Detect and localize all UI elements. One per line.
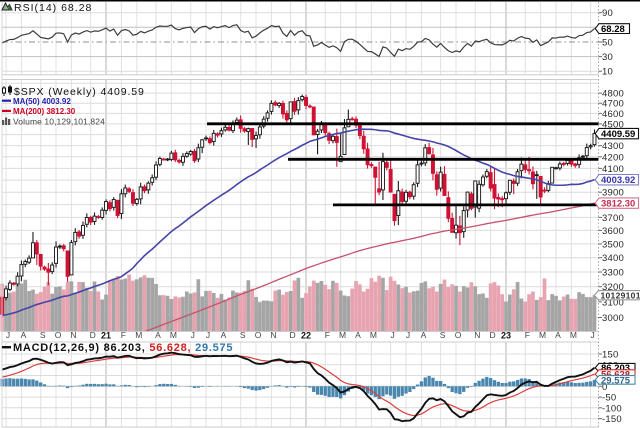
svg-text:3900: 3900 — [602, 188, 624, 199]
svg-text:22: 22 — [301, 330, 311, 340]
svg-text:10129101824: 10129101824 — [601, 291, 640, 301]
svg-text:3200: 3200 — [602, 282, 624, 293]
svg-text:30: 30 — [602, 52, 613, 63]
svg-text:4100: 4100 — [602, 164, 624, 175]
svg-text:A: A — [555, 330, 561, 340]
svg-text:3000: 3000 — [602, 313, 624, 324]
svg-text:J: J — [590, 330, 594, 340]
svg-text:29.575: 29.575 — [601, 375, 631, 386]
svg-text:D: D — [290, 330, 296, 340]
svg-text:S: S — [240, 330, 246, 340]
svg-text:N: N — [70, 330, 76, 340]
svg-text:O: O — [255, 330, 262, 340]
svg-text:-50: -50 — [602, 393, 616, 404]
svg-text:J: J — [390, 330, 394, 340]
svg-text:S: S — [440, 330, 446, 340]
svg-text:O: O — [55, 330, 62, 340]
svg-text:D: D — [490, 330, 496, 340]
svg-text:MA(200) 3812.30: MA(200) 3812.30 — [13, 107, 76, 116]
svg-text:RSI(14) 68.28: RSI(14) 68.28 — [14, 2, 92, 14]
svg-text:3400: 3400 — [602, 253, 624, 264]
svg-text:50: 50 — [602, 38, 613, 49]
svg-text:68.28: 68.28 — [601, 24, 625, 35]
svg-text:M: M — [170, 330, 177, 340]
svg-text:3300: 3300 — [602, 268, 624, 279]
svg-text:21: 21 — [101, 330, 111, 340]
svg-text:23: 23 — [501, 330, 511, 340]
svg-text:4003.92: 4003.92 — [601, 175, 635, 186]
svg-text:A: A — [355, 330, 361, 340]
svg-text:10: 10 — [602, 67, 613, 78]
svg-text:S: S — [40, 330, 46, 340]
svg-text:J: J — [206, 330, 210, 340]
svg-text:4300: 4300 — [602, 141, 624, 152]
svg-text:A: A — [155, 330, 161, 340]
svg-text:M: M — [339, 330, 346, 340]
svg-text:MACD(12,26,9) 86.203, 56.628,: MACD(12,26,9) 86.203, 56.628, 29.575 — [13, 342, 233, 354]
svg-text:4500: 4500 — [602, 119, 624, 130]
svg-text:D: D — [90, 330, 96, 340]
svg-text:A: A — [221, 330, 227, 340]
svg-text:4200: 4200 — [602, 152, 624, 163]
svg-text:150: 150 — [602, 350, 618, 361]
svg-text:-150: -150 — [602, 414, 622, 425]
svg-text:4700: 4700 — [602, 99, 624, 110]
svg-text:3100: 3100 — [602, 297, 624, 308]
svg-text:J: J — [6, 330, 10, 340]
svg-text:-100: -100 — [602, 403, 622, 414]
svg-text:3600: 3600 — [602, 226, 624, 237]
svg-text:A: A — [21, 330, 27, 340]
svg-text:F: F — [121, 330, 126, 340]
svg-text:3500: 3500 — [602, 239, 624, 250]
svg-text:M: M — [370, 330, 377, 340]
svg-text:4600: 4600 — [602, 109, 624, 120]
svg-text:4800: 4800 — [602, 89, 624, 100]
svg-text:3812.30: 3812.30 — [601, 199, 635, 210]
svg-text:56.628: 56.628 — [601, 370, 630, 381]
svg-text:M: M — [539, 330, 546, 340]
svg-text:N: N — [474, 330, 480, 340]
svg-text:3700: 3700 — [602, 213, 624, 224]
svg-text:0: 0 — [602, 382, 607, 393]
svg-text:N: N — [270, 330, 276, 340]
svg-text:F: F — [325, 330, 330, 340]
svg-text:Volume 10,129,101,824: Volume 10,129,101,824 — [13, 117, 105, 127]
svg-text:O: O — [455, 330, 462, 340]
svg-text:4409.59: 4409.59 — [601, 129, 635, 140]
svg-text:J: J — [406, 330, 410, 340]
svg-text:M: M — [135, 330, 142, 340]
svg-text:A: A — [421, 330, 427, 340]
svg-text:MA(50) 4003.92: MA(50) 4003.92 — [13, 97, 71, 106]
svg-text:F: F — [525, 330, 530, 340]
svg-text:$SPX (Weekly) 4409.59: $SPX (Weekly) 4409.59 — [14, 86, 145, 98]
svg-text:J: J — [191, 330, 195, 340]
svg-text:90: 90 — [602, 8, 613, 19]
svg-text:M: M — [570, 330, 577, 340]
svg-text:86.203: 86.203 — [601, 363, 630, 374]
